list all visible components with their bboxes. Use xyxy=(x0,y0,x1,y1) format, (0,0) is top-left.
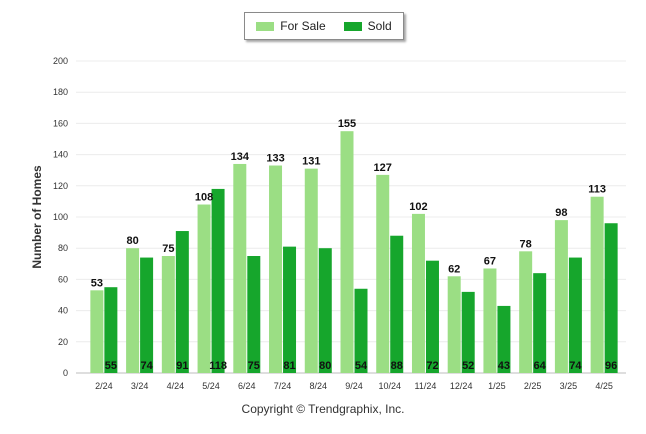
data-label-for-sale: 75 xyxy=(162,243,174,255)
data-label-sold: 43 xyxy=(498,360,510,372)
data-label-for-sale: 62 xyxy=(448,263,460,275)
x-tick-label: 2/24 xyxy=(95,381,113,391)
data-label-for-sale: 67 xyxy=(484,255,496,267)
data-label-for-sale: 134 xyxy=(231,151,250,163)
x-tick-label: 4/25 xyxy=(595,381,613,391)
copyright-footer: Copyright © Trendgraphix, Inc. xyxy=(241,402,405,416)
y-tick-label: 120 xyxy=(53,181,68,191)
data-label-sold: 96 xyxy=(605,360,617,372)
y-tick-label: 140 xyxy=(53,150,68,160)
bar-for-sale xyxy=(90,290,104,373)
bar-sold xyxy=(604,223,618,373)
data-label-for-sale: 80 xyxy=(126,235,138,247)
data-label-for-sale: 98 xyxy=(555,207,567,219)
bar-sold xyxy=(497,305,511,373)
data-label-sold: 72 xyxy=(426,360,438,372)
bar-sold xyxy=(104,287,118,373)
bar-for-sale xyxy=(590,196,604,373)
data-label-sold: 54 xyxy=(355,360,368,372)
x-tick-label: 7/24 xyxy=(274,381,292,391)
bar-sold xyxy=(461,291,475,373)
y-tick-label: 60 xyxy=(58,274,68,284)
y-tick-label: 200 xyxy=(53,56,68,66)
data-label-for-sale: 133 xyxy=(266,153,284,165)
y-tick-label: 80 xyxy=(58,243,68,253)
x-tick-label: 3/24 xyxy=(131,381,149,391)
data-label-sold: 55 xyxy=(105,360,117,372)
bar-for-sale xyxy=(554,220,568,373)
y-tick-label: 20 xyxy=(58,337,68,347)
bar-sold xyxy=(175,231,189,373)
legend-item-sold[interactable]: Sold xyxy=(343,19,392,33)
x-tick-label: 2/25 xyxy=(524,381,542,391)
x-tick-label: 1/25 xyxy=(488,381,506,391)
data-label-sold: 91 xyxy=(176,360,188,372)
bar-sold xyxy=(211,188,225,373)
chart-legend[interactable]: For Sale Sold xyxy=(244,12,404,40)
bar-sold xyxy=(318,248,332,373)
legend-swatch-sold xyxy=(343,21,362,31)
bar-for-sale xyxy=(483,268,497,373)
x-tick-label: 5/24 xyxy=(202,381,220,391)
data-label-for-sale: 131 xyxy=(302,156,320,168)
data-label-sold: 118 xyxy=(209,360,227,372)
data-label-sold: 80 xyxy=(319,360,331,372)
bar-for-sale xyxy=(411,213,425,373)
data-label-for-sale: 53 xyxy=(91,277,103,289)
data-label-sold: 52 xyxy=(462,360,474,372)
bar-for-sale xyxy=(161,256,175,373)
bar-for-sale xyxy=(447,276,461,373)
y-tick-label: 180 xyxy=(53,87,68,97)
bar-sold xyxy=(140,257,154,373)
y-tick-label: 160 xyxy=(53,118,68,128)
legend-label-for-sale: For Sale xyxy=(280,19,326,33)
bar-sold xyxy=(425,260,439,373)
data-label-sold: 74 xyxy=(569,360,582,372)
bar-for-sale xyxy=(519,251,533,373)
x-tick-label: 10/24 xyxy=(378,381,401,391)
data-label-for-sale: 155 xyxy=(338,118,356,130)
data-label-sold: 64 xyxy=(534,360,547,372)
x-tick-label: 8/24 xyxy=(310,381,328,391)
x-tick-label: 3/25 xyxy=(560,381,578,391)
data-label-sold: 75 xyxy=(248,360,260,372)
data-label-for-sale: 113 xyxy=(588,184,606,196)
data-label-for-sale: 102 xyxy=(409,201,427,213)
bar-sold xyxy=(354,288,368,373)
bar-for-sale xyxy=(340,131,354,373)
y-tick-label: 100 xyxy=(53,212,68,222)
x-tick-label: 6/24 xyxy=(238,381,256,391)
bar-for-sale xyxy=(304,168,318,373)
bar-sold xyxy=(283,246,297,373)
legend-swatch-for-sale xyxy=(256,21,275,31)
x-tick-label: 12/24 xyxy=(450,381,473,391)
x-tick-label: 11/24 xyxy=(415,381,437,391)
x-tick-label: 4/24 xyxy=(167,381,185,391)
data-label-sold: 74 xyxy=(140,360,153,372)
data-label-sold: 81 xyxy=(283,360,295,372)
y-tick-label: 0 xyxy=(63,368,68,378)
data-label-for-sale: 78 xyxy=(520,238,532,250)
bar-sold xyxy=(533,273,547,373)
bar-sold xyxy=(568,257,582,373)
x-tick-label: 9/24 xyxy=(345,381,363,391)
data-label-sold: 88 xyxy=(391,360,403,372)
legend-item-for-sale[interactable]: For Sale xyxy=(256,19,326,33)
bar-for-sale xyxy=(269,165,283,373)
data-label-for-sale: 108 xyxy=(195,192,213,204)
y-tick-label: 40 xyxy=(58,306,68,316)
bar-for-sale xyxy=(126,248,140,373)
legend-label-sold: Sold xyxy=(367,19,392,33)
data-label-for-sale: 127 xyxy=(374,162,392,174)
bar-for-sale xyxy=(376,174,390,373)
bar-sold xyxy=(390,235,404,373)
bar-for-sale xyxy=(197,204,211,373)
bar-for-sale xyxy=(233,163,247,373)
y-axis-title: Number of Homes xyxy=(30,165,44,269)
bar-sold xyxy=(247,256,261,373)
